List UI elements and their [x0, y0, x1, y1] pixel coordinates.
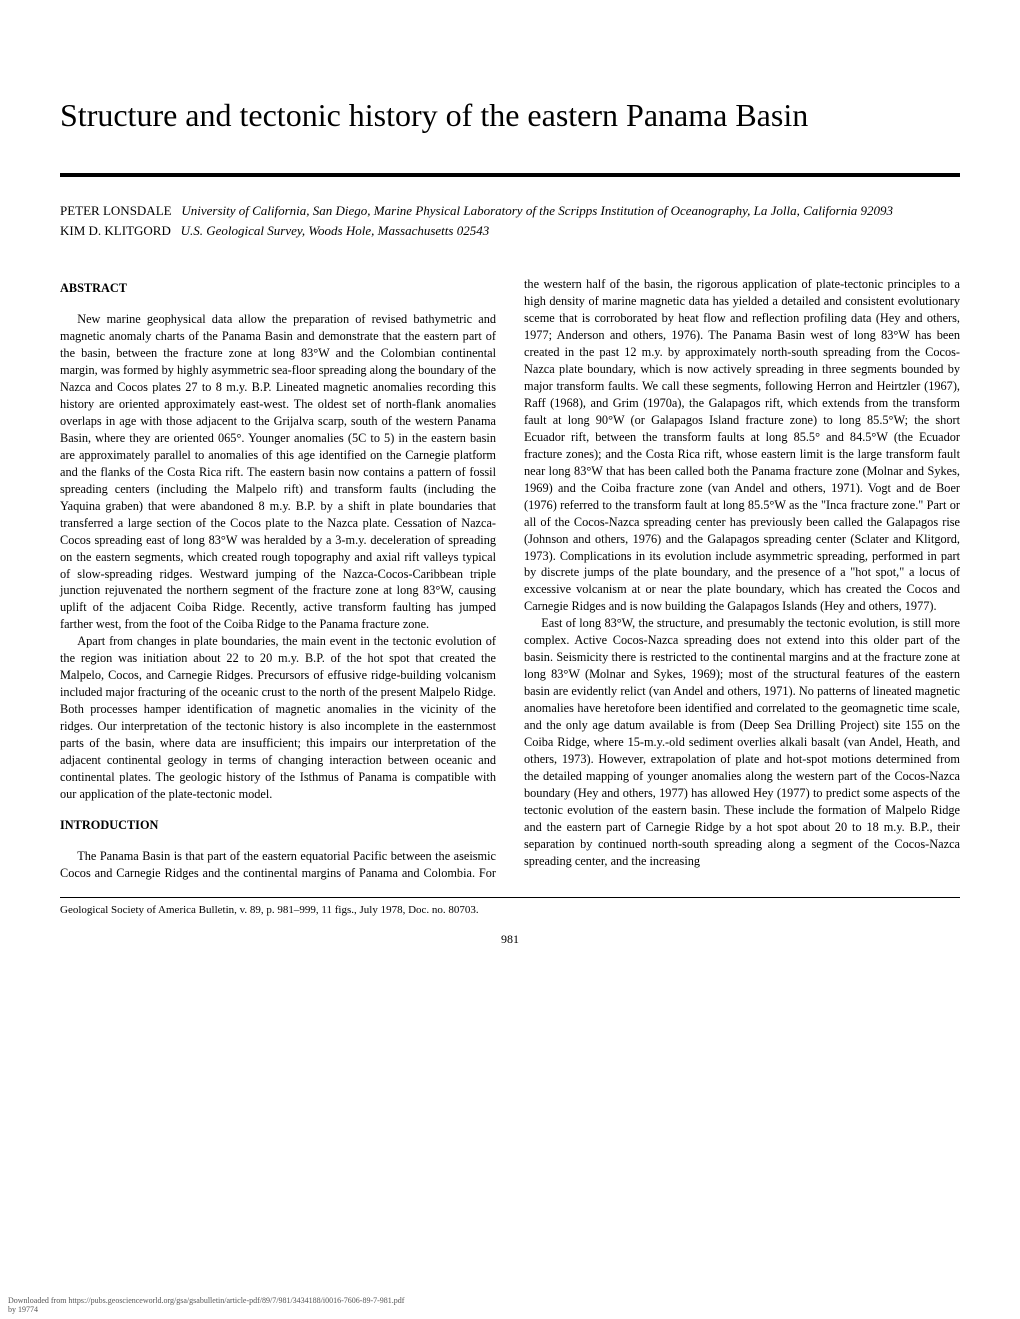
- author-2: KIM D. KLITGORD U.S. Geological Survey, …: [60, 221, 960, 241]
- download-line-2: by 19774: [8, 1306, 404, 1315]
- author-2-affil: U.S. Geological Survey, Woods Hole, Mass…: [181, 223, 490, 238]
- article-title: Structure and tectonic history of the ea…: [60, 95, 960, 135]
- author-1-name: PETER LONSDALE: [60, 203, 172, 218]
- title-rule: [60, 173, 960, 177]
- page-number: 981: [60, 932, 960, 947]
- intro-para-2: East of long 83°W, the structure, and pr…: [524, 615, 960, 870]
- author-1-affil: University of California, San Diego, Mar…: [181, 203, 893, 218]
- footer-rule: [60, 897, 960, 898]
- author-2-name: KIM D. KLITGORD: [60, 223, 171, 238]
- authors-block: PETER LONSDALE University of California,…: [60, 201, 960, 240]
- introduction-heading: INTRODUCTION: [60, 817, 496, 834]
- author-1: PETER LONSDALE University of California,…: [60, 201, 960, 221]
- footer-citation: Geological Society of America Bulletin, …: [60, 904, 960, 916]
- download-line-1: Downloaded from https://pubs.geosciencew…: [8, 1297, 404, 1306]
- body-columns: ABSTRACT New marine geophysical data all…: [60, 276, 960, 883]
- abstract-heading: ABSTRACT: [60, 280, 496, 297]
- abstract-para-1: New marine geophysical data allow the pr…: [60, 311, 496, 633]
- download-note: Downloaded from https://pubs.geosciencew…: [8, 1297, 404, 1315]
- abstract-para-2: Apart from changes in plate boundaries, …: [60, 633, 496, 803]
